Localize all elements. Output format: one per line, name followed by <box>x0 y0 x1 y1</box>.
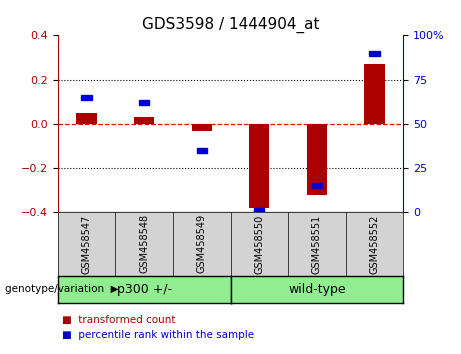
Bar <box>254 208 265 213</box>
Text: wild-type: wild-type <box>288 283 346 296</box>
Bar <box>312 183 322 188</box>
Text: genotype/variation  ▶: genotype/variation ▶ <box>5 284 118 295</box>
Text: GSM458550: GSM458550 <box>254 214 264 274</box>
Bar <box>307 124 327 195</box>
Text: GSM458552: GSM458552 <box>370 214 379 274</box>
Text: GSM458547: GSM458547 <box>82 214 91 274</box>
Text: ■  percentile rank within the sample: ■ percentile rank within the sample <box>62 330 254 340</box>
Title: GDS3598 / 1444904_at: GDS3598 / 1444904_at <box>142 16 319 33</box>
Bar <box>249 124 269 208</box>
Bar <box>139 100 149 105</box>
Text: ■  transformed count: ■ transformed count <box>62 315 176 325</box>
Bar <box>365 64 384 124</box>
Text: p300 +/-: p300 +/- <box>117 283 171 296</box>
Text: GSM458549: GSM458549 <box>197 214 207 273</box>
Bar <box>196 148 207 153</box>
Bar <box>369 51 380 56</box>
Text: GSM458551: GSM458551 <box>312 214 322 274</box>
Text: GSM458548: GSM458548 <box>139 214 149 273</box>
Bar <box>81 95 92 100</box>
Bar <box>134 117 154 124</box>
Bar <box>77 113 96 124</box>
Bar <box>192 124 212 131</box>
